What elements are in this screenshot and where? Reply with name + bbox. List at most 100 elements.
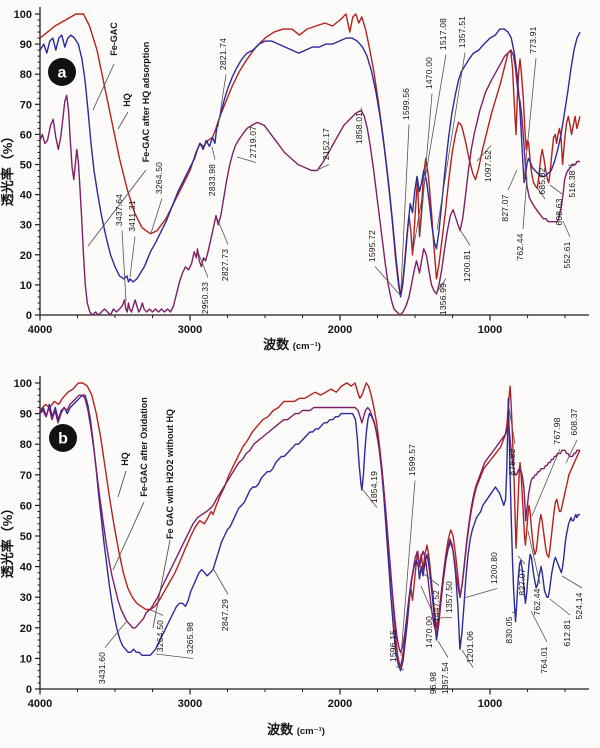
legend-label-hq: HQ xyxy=(122,93,132,107)
annotation-767-98: 767.98 xyxy=(552,417,562,444)
annotation-leader xyxy=(236,156,257,163)
legend-leader xyxy=(117,470,127,498)
annotation-2152-17: 2152.17 xyxy=(321,128,331,160)
annotation-827-07: 827.07 xyxy=(517,568,527,595)
annotation-1595-72: 1595.72 xyxy=(367,230,377,262)
y-axis-title: 透光率（%） xyxy=(0,502,15,579)
annotation-leader xyxy=(530,610,548,643)
annotation-leader xyxy=(531,448,561,517)
annotation-3265-98: 3265.98 xyxy=(185,622,195,654)
annotation-96-98: 96.98 xyxy=(428,672,438,694)
annotation-leader xyxy=(437,640,449,658)
annotation-leader xyxy=(476,145,492,162)
y-tick-label: 50 xyxy=(20,160,32,172)
x-tick-label: 4000 xyxy=(28,698,52,710)
y-tick-label: 80 xyxy=(20,439,32,451)
annotation-1599-56: 1599.56 xyxy=(401,88,411,120)
annotation-leader xyxy=(395,666,405,671)
y-tick-label: 100 xyxy=(14,9,32,21)
curve-fe-gac xyxy=(39,28,581,298)
annotation-leader xyxy=(420,585,433,612)
y-tick-label: 10 xyxy=(20,653,32,665)
annotation-1858-01: 1858.01 xyxy=(354,112,364,144)
x-tick-label: 3000 xyxy=(178,698,202,710)
annotation-1854-19: 1854.19 xyxy=(369,471,379,503)
y-tick-label: 90 xyxy=(20,39,32,51)
panel-badge-label: b xyxy=(58,431,68,448)
y-tick-label: 70 xyxy=(20,99,32,111)
annotation-3264-50: 3264.50 xyxy=(154,162,164,194)
annotation-764-01: 764.01 xyxy=(539,646,549,673)
annotation-773-91: 773.91 xyxy=(528,26,538,53)
annotation-leader xyxy=(511,611,518,615)
annotation-leader xyxy=(104,621,127,648)
annotation-3264-50: 3264.50 xyxy=(155,620,165,652)
y-tick-label: 70 xyxy=(20,470,32,482)
x-tick-label: 2000 xyxy=(328,698,352,710)
annotation-leader xyxy=(359,107,363,113)
y-tick-label: 50 xyxy=(20,531,32,543)
annotation-3431-60: 3431.60 xyxy=(97,652,107,684)
x-axis-title: 波数 (cm⁻¹) xyxy=(263,337,321,352)
x-tick-label: 4000 xyxy=(28,324,52,336)
curve-hq xyxy=(39,382,581,669)
annotation-leader xyxy=(374,266,401,296)
legend-leader xyxy=(92,63,115,111)
annotation-leader xyxy=(211,146,216,160)
annotation-1599-57: 1599.57 xyxy=(407,444,417,476)
annotation-leader xyxy=(461,649,474,668)
legend-leader xyxy=(112,501,145,571)
annotation-leader xyxy=(436,278,447,293)
y-tick-label: 30 xyxy=(20,592,32,604)
annotation-leader xyxy=(508,407,516,445)
annotation-leader xyxy=(537,188,546,200)
y-tick-label: 20 xyxy=(20,250,32,262)
annotation-524-14: 524.14 xyxy=(574,592,584,619)
annotation-leader xyxy=(412,54,447,252)
panel-badge-label: a xyxy=(58,65,67,82)
annotation-leader xyxy=(423,573,440,586)
annotation-leader xyxy=(517,555,526,565)
annotation-leader xyxy=(213,569,229,595)
curve-hq xyxy=(39,13,581,295)
annotation-leader xyxy=(562,220,571,238)
curve-fe-gac-after-oxidation xyxy=(39,394,580,653)
annotation-827-07: 827.07 xyxy=(500,194,510,221)
y-tick-label: 0 xyxy=(26,310,32,322)
annotation-leader xyxy=(561,575,583,589)
annotation-830-05: 830.05 xyxy=(504,616,514,643)
annotation-leader xyxy=(316,164,330,171)
annotation-2719-07: 2719.07 xyxy=(248,126,258,158)
x-tick-label: 1000 xyxy=(478,698,502,710)
y-tick-label: 40 xyxy=(20,190,32,202)
x-tick-label: 1000 xyxy=(478,324,502,336)
annotation-leader xyxy=(217,74,227,128)
annotation-leader xyxy=(437,617,453,619)
annotation-leader xyxy=(549,184,563,195)
legend-label-fe-gac-with-h2o2-without-hq: Fe GAC with H2O2 without HQ xyxy=(165,409,175,539)
x-tick-label: 3000 xyxy=(178,324,202,336)
y-tick-label: 0 xyxy=(26,684,32,696)
panel-b: 0 10 20 30 40 50 60 70 80 90 100 4000 3000 2000 1000 透光… xyxy=(0,376,589,737)
annotation-leader xyxy=(460,230,471,246)
y-tick-label: 100 xyxy=(14,378,32,390)
annotation-leader xyxy=(150,609,164,616)
annotation-leader xyxy=(522,176,528,230)
annotation-leader xyxy=(155,653,194,659)
y-tick-label: 60 xyxy=(20,500,32,512)
annotation-1357-54: 1357.54 xyxy=(440,662,450,694)
annotation-leader xyxy=(400,480,416,657)
annotation-1517-08: 1517.08 xyxy=(438,18,448,50)
annotation-2847-29: 2847.29 xyxy=(220,599,230,631)
annotation-2833-98: 2833.98 xyxy=(207,164,217,196)
y-tick-label: 60 xyxy=(20,129,32,141)
y-tick-label: 40 xyxy=(20,562,32,574)
legend-leader xyxy=(117,111,129,130)
annotation-762-44: 762.44 xyxy=(532,588,542,615)
annotation-1201-06: 1201.06 xyxy=(465,631,475,663)
annotation-2821-74: 2821.74 xyxy=(218,38,228,70)
annotation-608-37: 608.37 xyxy=(569,408,579,435)
legend-label-fe-gac: Fe-GAC xyxy=(109,22,119,56)
annotation-leader xyxy=(567,164,576,167)
